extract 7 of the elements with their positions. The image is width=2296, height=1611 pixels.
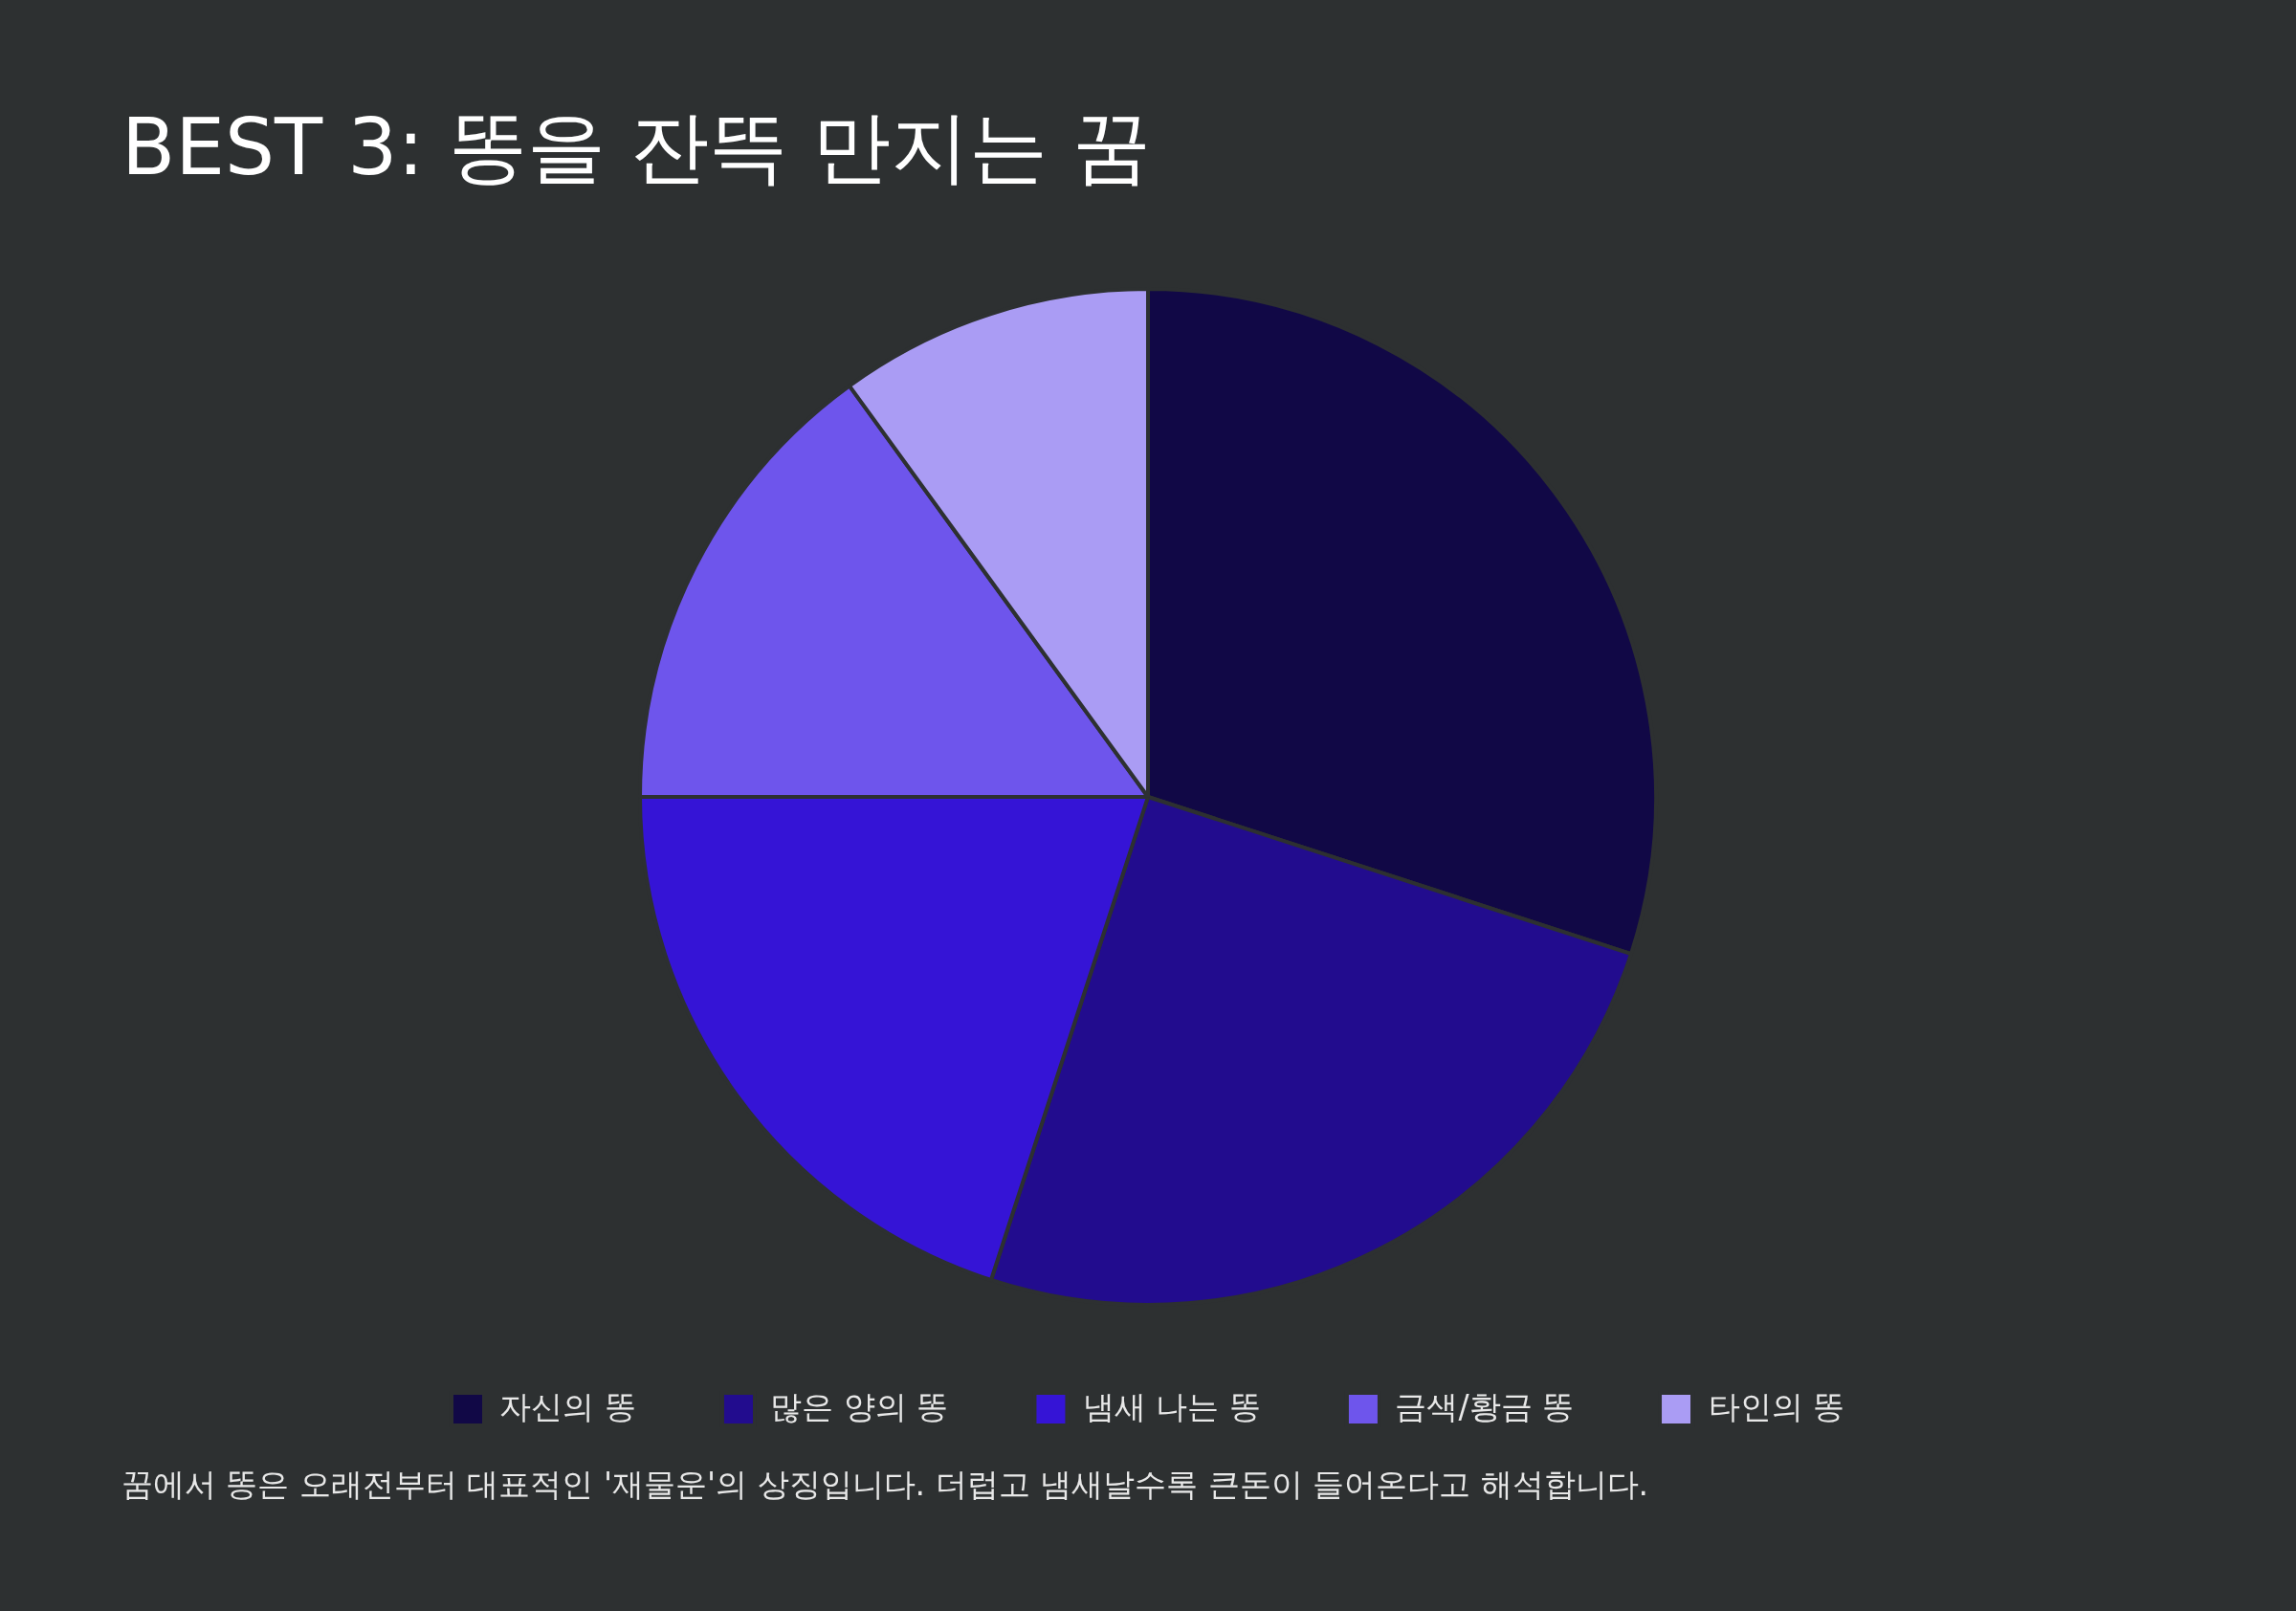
legend-label: 자신의 똥 bbox=[499, 1387, 636, 1425]
legend-label: 냄새 나는 똥 bbox=[1082, 1387, 1261, 1425]
legend-label: 타인의 똥 bbox=[1708, 1387, 1845, 1425]
legend-label: 금색/황금 똥 bbox=[1395, 1387, 1575, 1425]
chart-title: BEST 3: 똥을 잔뜩 만지는 꿈 bbox=[121, 100, 1152, 194]
text: 꿈에서 똥은 오래전부터 대표적인 '재물운'의 상징입니다. 더럽고 냄새날수록 큰돈이 들어온다고 해석합니다. bbox=[121, 1465, 1649, 1505]
legend-label: 많은 양의 똥 bbox=[770, 1387, 949, 1425]
